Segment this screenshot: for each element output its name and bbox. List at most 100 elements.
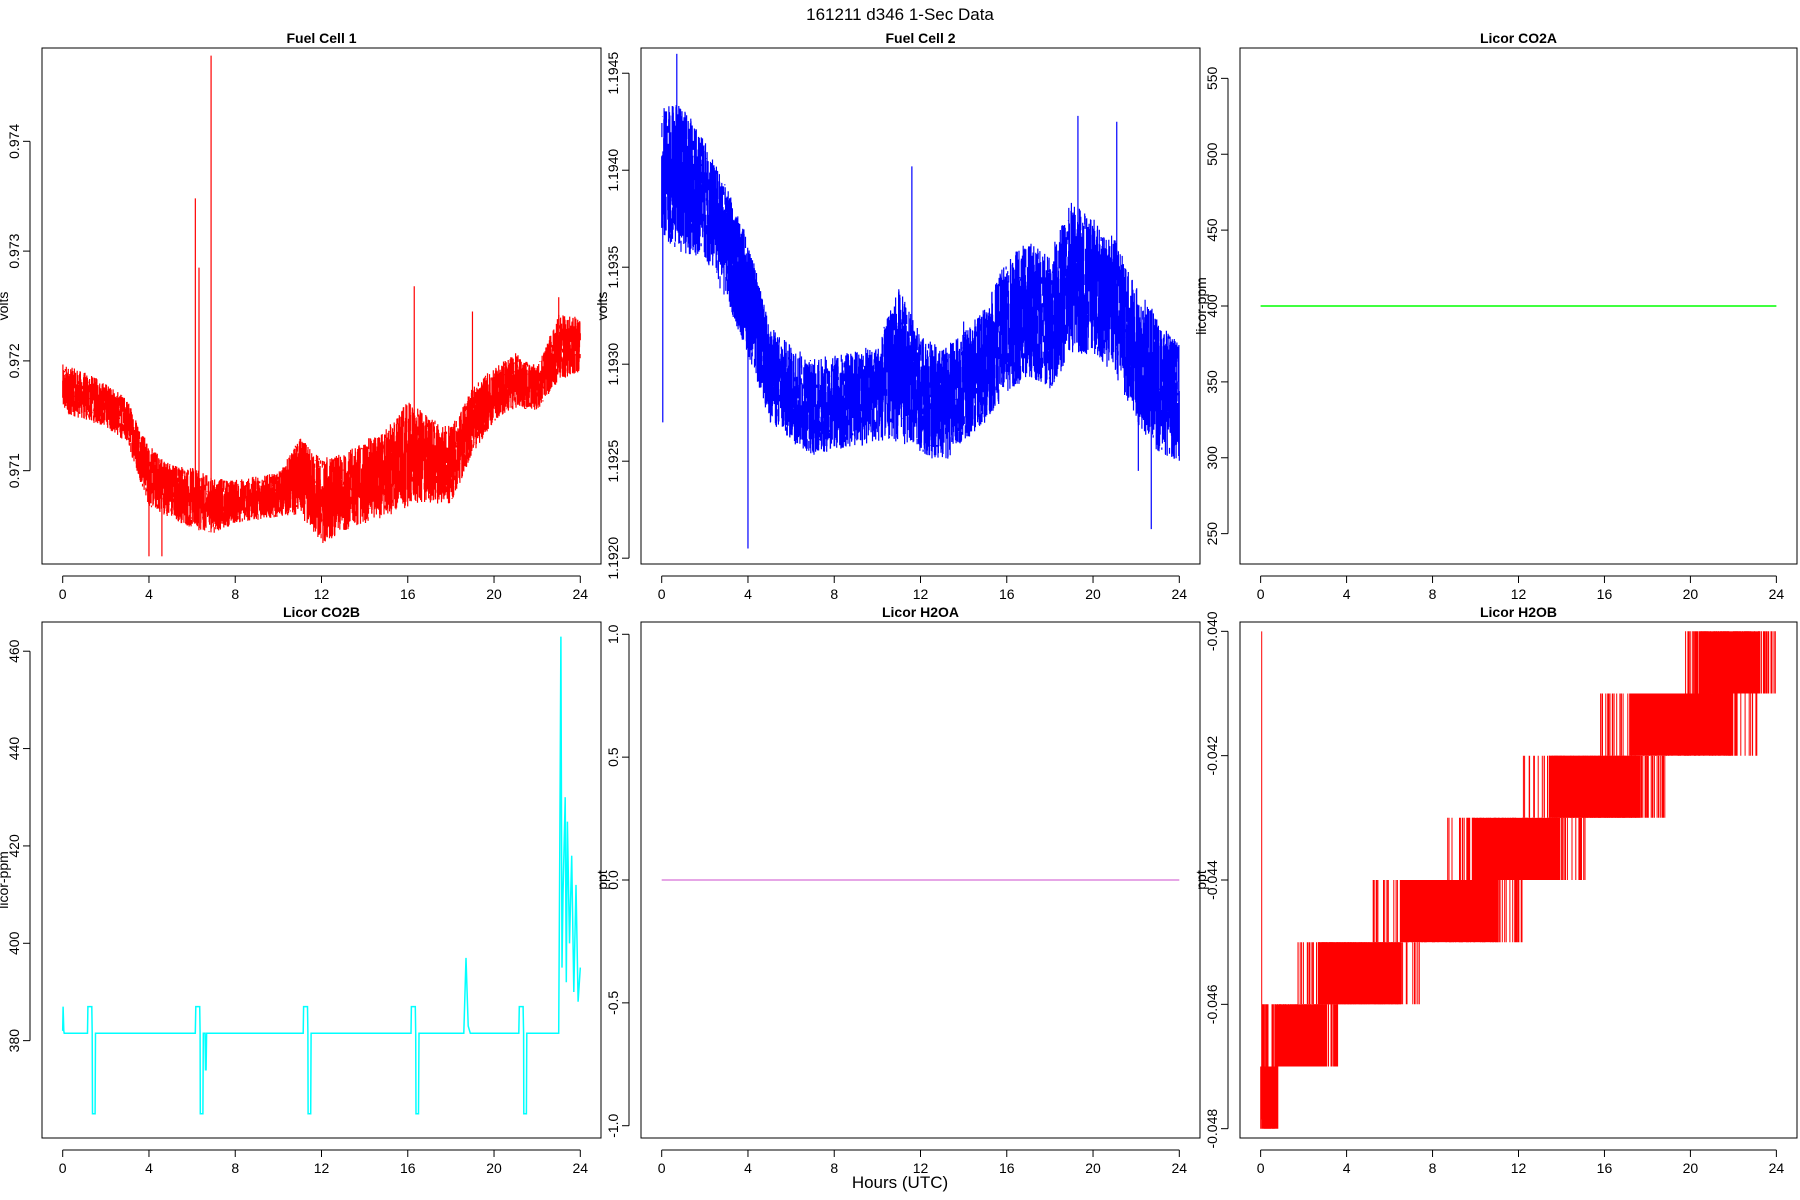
- step-transitions: [1447, 817, 1586, 880]
- y-tick-label: -0.044: [1204, 860, 1220, 900]
- y-tick-label: 0.972: [6, 343, 22, 378]
- x-tick-label: 16: [999, 586, 1015, 602]
- x-axis-label: Hours (UTC): [852, 1173, 948, 1192]
- x-tick-label: 8: [830, 1160, 838, 1176]
- x-tick-label: 8: [1429, 1160, 1437, 1176]
- x-tick-label: 20: [1085, 586, 1101, 602]
- y-tick-label: 1.1920: [605, 537, 621, 580]
- x-tick-label: 4: [145, 586, 153, 602]
- panel-5: Licor H2OA ppt 0 4 8 12 16 20 24 -1.0 -0.5 0.0 0.5 1.…: [594, 604, 1201, 1176]
- step-transitions: [1685, 631, 1776, 694]
- x-tick-label: 16: [400, 1160, 416, 1176]
- y-tick-label: 380: [6, 1029, 22, 1053]
- step-transitions: [1522, 755, 1666, 818]
- panel-title: Licor H2OA: [882, 604, 959, 620]
- x-tick-label: 8: [231, 586, 239, 602]
- y-axis-label: volts: [594, 292, 610, 321]
- y-tick-label: -0.5: [605, 991, 621, 1015]
- y-tick-label: -0.042: [1204, 736, 1220, 776]
- y-axis-label: ppt: [594, 870, 610, 890]
- x-tick-label: 4: [145, 1160, 153, 1176]
- x-tick-label: 12: [314, 586, 330, 602]
- x-tick-label: 4: [1343, 1160, 1351, 1176]
- x-tick-label: 12: [314, 1160, 330, 1176]
- series-line: [61, 636, 582, 1115]
- y-tick-label: 0.974: [6, 124, 22, 159]
- panel-title: Licor CO2A: [1480, 30, 1557, 46]
- panel-title: Licor CO2B: [283, 604, 360, 620]
- plot-frame: [640, 47, 1201, 565]
- y-tick-label: -1.0: [605, 1113, 621, 1137]
- x-tick-label: 16: [999, 1160, 1015, 1176]
- y-axis-label: ppt: [1193, 870, 1209, 890]
- x-tick-label: 16: [1597, 586, 1613, 602]
- y-tick-label: 440: [6, 737, 22, 761]
- y-tick-label: 550: [1204, 66, 1220, 90]
- x-tick-label: 20: [1085, 1160, 1101, 1176]
- figure-title: 161211 d346 1-Sec Data: [806, 5, 994, 24]
- step-transitions: [1297, 942, 1420, 1005]
- y-tick-label: 460: [6, 639, 22, 663]
- panel-title: Fuel Cell 2: [885, 30, 955, 46]
- step-band: [1399, 880, 1498, 943]
- panel-1: Fuel Cell 1 volts 0 4 8 12 16 20 24 0.971 0.972 0.9…: [0, 30, 602, 602]
- plot-frame: [640, 621, 1201, 1139]
- y-tick-label: 250: [1204, 522, 1220, 546]
- x-tick-label: 4: [744, 586, 752, 602]
- step-transitions: [1261, 1004, 1339, 1067]
- step-transitions: [1600, 693, 1758, 756]
- panel-title: Licor H2OB: [1480, 604, 1557, 620]
- x-tick-label: 12: [913, 586, 929, 602]
- x-tick-label: 24: [1769, 586, 1785, 602]
- x-tick-label: 24: [1769, 1160, 1785, 1176]
- y-tick-label: 420: [6, 834, 22, 858]
- plot-frame: [41, 47, 602, 565]
- x-tick-label: 20: [486, 586, 502, 602]
- y-tick-label: 300: [1204, 446, 1220, 470]
- series-trace: [661, 105, 1180, 461]
- x-tick-label: 0: [658, 1160, 666, 1176]
- x-tick-label: 20: [1683, 1160, 1699, 1176]
- y-tick-label: 1.1935: [605, 246, 621, 289]
- x-tick-label: 20: [1683, 586, 1699, 602]
- y-tick-label: 0.0: [605, 870, 621, 890]
- x-tick-label: 4: [744, 1160, 752, 1176]
- x-tick-label: 20: [486, 1160, 502, 1176]
- y-tick-label: 1.0: [605, 624, 621, 644]
- y-tick-label: 0.973: [6, 233, 22, 268]
- x-tick-label: 0: [1257, 586, 1265, 602]
- x-tick-label: 0: [59, 1160, 67, 1176]
- y-tick-label: 400: [6, 931, 22, 955]
- series-group: [661, 53, 1180, 549]
- panel-2: Fuel Cell 2 volts 0 4 8 12 16 20 24 1.1920 1.1925 1…: [594, 30, 1201, 602]
- x-tick-label: 0: [59, 586, 67, 602]
- panel-title: Fuel Cell 1: [286, 30, 356, 46]
- x-tick-label: 16: [400, 586, 416, 602]
- y-tick-label: 500: [1204, 142, 1220, 166]
- x-tick-label: 12: [913, 1160, 929, 1176]
- series-trace: [62, 314, 581, 543]
- y-axis-label: licor-ppm: [0, 851, 11, 909]
- plot-frame: [1239, 47, 1798, 565]
- y-tick-label: 450: [1204, 218, 1220, 242]
- step-transitions: [1372, 880, 1523, 943]
- plot-frame: [41, 621, 602, 1139]
- y-tick-label: -0.048: [1204, 1109, 1220, 1149]
- y-tick-label: 1.1930: [605, 343, 621, 386]
- x-tick-label: 0: [1257, 1160, 1265, 1176]
- step-band: [1472, 817, 1561, 880]
- series-group: [61, 636, 582, 1115]
- y-tick-label: 350: [1204, 370, 1220, 394]
- y-axis-label: licor-ppm: [1193, 277, 1209, 335]
- x-tick-label: 0: [658, 586, 666, 602]
- y-tick-label: 1.1940: [605, 149, 621, 192]
- x-tick-label: 12: [1511, 586, 1527, 602]
- y-tick-label: 1.1945: [605, 52, 621, 95]
- y-tick-label: 0.5: [605, 747, 621, 767]
- plot-frame: [1239, 621, 1798, 1139]
- step-transitions: [1260, 1066, 1279, 1129]
- y-tick-label: 1.1925: [605, 440, 621, 483]
- panel-grid: Fuel Cell 1 volts 0 4 8 12 16 20 24 0.971 0.972 0.9…: [0, 30, 1798, 1176]
- panel-3: Licor CO2A licor-ppm 0 4 8 12 16 20 24 250 300 350 4…: [1193, 30, 1798, 602]
- series-group: [62, 55, 581, 557]
